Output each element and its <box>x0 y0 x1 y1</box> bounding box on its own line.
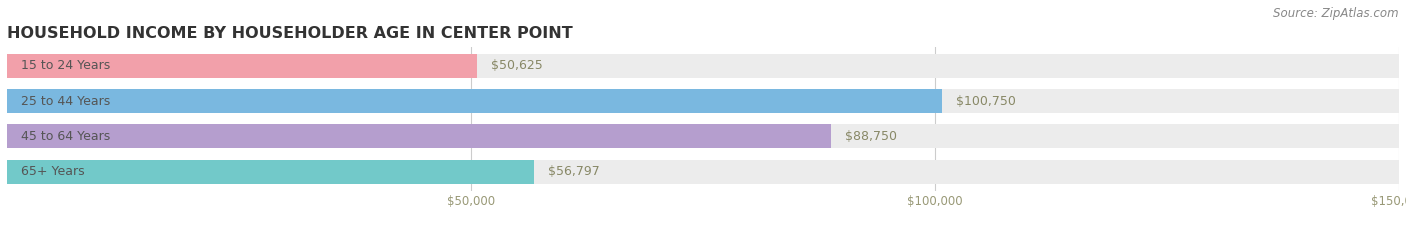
Text: 45 to 64 Years: 45 to 64 Years <box>21 130 110 143</box>
Text: $50,625: $50,625 <box>491 59 543 72</box>
Bar <box>7 160 534 184</box>
Text: $56,797: $56,797 <box>548 165 600 178</box>
Text: 15 to 24 Years: 15 to 24 Years <box>21 59 110 72</box>
Bar <box>7 54 1399 78</box>
Text: 25 to 44 Years: 25 to 44 Years <box>21 95 110 108</box>
Text: $100,750: $100,750 <box>956 95 1015 108</box>
Bar <box>7 89 942 113</box>
Text: $88,750: $88,750 <box>845 130 897 143</box>
Bar <box>7 124 1399 148</box>
Bar <box>7 89 1399 113</box>
Text: HOUSEHOLD INCOME BY HOUSEHOLDER AGE IN CENTER POINT: HOUSEHOLD INCOME BY HOUSEHOLDER AGE IN C… <box>7 26 572 41</box>
Bar <box>7 54 477 78</box>
Text: Source: ZipAtlas.com: Source: ZipAtlas.com <box>1274 7 1399 20</box>
Bar <box>7 124 831 148</box>
Bar <box>7 160 1399 184</box>
Text: 65+ Years: 65+ Years <box>21 165 84 178</box>
